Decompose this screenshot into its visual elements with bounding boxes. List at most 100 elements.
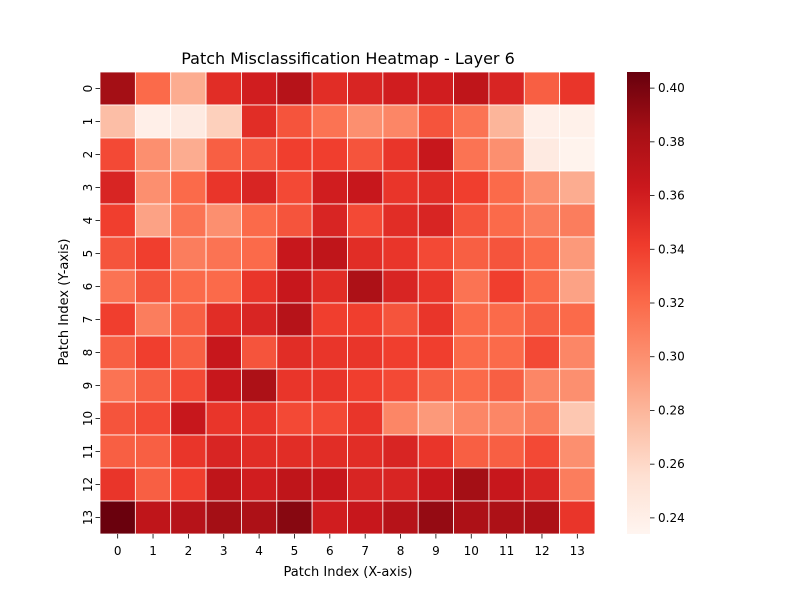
- y-tick-label: 7: [81, 316, 95, 324]
- heatmap-cell: [523, 104, 561, 139]
- heatmap-cell: [559, 236, 596, 271]
- heatmap-cell: [276, 302, 313, 337]
- heatmap-cell: [170, 434, 207, 469]
- heatmap-cell: [347, 302, 384, 337]
- heatmap-cell: [488, 467, 525, 502]
- heatmap-cell: [382, 434, 419, 469]
- heatmap-cell: [134, 467, 172, 502]
- y-tick-label: 11: [81, 444, 95, 459]
- colorbar-tick-label: 0.30: [658, 350, 685, 364]
- heatmap-cell: [311, 434, 348, 469]
- x-tick-label: 1: [149, 544, 157, 558]
- heatmap-cell: [170, 500, 207, 535]
- y-tick-label: 0: [81, 85, 95, 93]
- heatmap-cell: [488, 137, 525, 172]
- heatmap-cell: [488, 302, 525, 337]
- heatmap-cell: [134, 368, 172, 403]
- y-tick-label: 9: [81, 382, 95, 390]
- heatmap-cell: [311, 137, 348, 172]
- heatmap-cell: [99, 170, 136, 205]
- heatmap-cell: [417, 302, 454, 337]
- x-tick-label: 13: [570, 544, 585, 558]
- x-tick-label: 12: [534, 544, 549, 558]
- y-tick-label: 13: [81, 510, 95, 525]
- heatmap-cell: [311, 302, 348, 337]
- heatmap-cell: [523, 203, 561, 238]
- heatmap-cell: [276, 500, 313, 535]
- heatmap-cell: [134, 104, 172, 139]
- heatmap-cell: [205, 335, 242, 370]
- heatmap-cell: [99, 137, 136, 172]
- colorbar-ticks: 0.24 0.26 0.28 0.30 0.32 0.34 0.36 0.38 0.40: [650, 81, 685, 525]
- heatmap-cell: [523, 236, 561, 271]
- heatmap-cell: [488, 335, 525, 370]
- heatmap-cell: [99, 203, 136, 238]
- heatmap-cell: [241, 368, 278, 403]
- colorbar-tick-label: 0.24: [658, 511, 685, 525]
- heatmap-cell: [311, 170, 348, 205]
- heatmap-cell: [205, 269, 242, 304]
- heatmap-cell: [453, 170, 490, 205]
- heatmap-cell: [347, 500, 384, 535]
- heatmap-cell: [417, 401, 454, 436]
- heatmap-cell: [134, 71, 172, 106]
- heatmap-cell: [417, 104, 454, 139]
- heatmap-cell: [523, 269, 561, 304]
- heatmap-cell: [311, 335, 348, 370]
- y-tick-label: 10: [81, 411, 95, 426]
- y-tick-label: 3: [81, 184, 95, 192]
- heatmap-cell: [134, 236, 172, 271]
- heatmap-cell: [347, 236, 384, 271]
- heatmap-cell: [523, 170, 561, 205]
- heatmap-cell: [205, 170, 242, 205]
- heatmap-cell: [523, 71, 561, 106]
- heatmap-cell: [241, 500, 278, 535]
- heatmap-cell: [453, 434, 490, 469]
- heatmap-cell: [241, 236, 278, 271]
- heatmap-cell: [347, 467, 384, 502]
- heatmap-cell: [559, 335, 596, 370]
- heatmap-cell: [241, 467, 278, 502]
- heatmap-cell: [311, 401, 348, 436]
- heatmap-cell: [241, 203, 278, 238]
- x-tick-label: 9: [432, 544, 440, 558]
- heatmap-cell: [382, 368, 419, 403]
- heatmap-cell: [523, 500, 561, 535]
- heatmap-cell: [134, 434, 172, 469]
- colorbar-tick-label: 0.32: [658, 296, 685, 310]
- x-tick-label: 5: [291, 544, 299, 558]
- heatmap-cell: [205, 302, 242, 337]
- heatmap-cell: [382, 500, 419, 535]
- heatmap-cell: [205, 368, 242, 403]
- heatmap-cell: [453, 401, 490, 436]
- heatmap-cell: [241, 401, 278, 436]
- heatmap-cell: [382, 302, 419, 337]
- y-tick-label: 2: [81, 151, 95, 159]
- heatmap-cell: [559, 302, 596, 337]
- heatmap-cell: [205, 401, 242, 436]
- heatmap-cell: [276, 269, 313, 304]
- heatmap-cell: [99, 335, 136, 370]
- heatmap-cell: [241, 335, 278, 370]
- x-tick-label: 2: [185, 544, 193, 558]
- heatmap-cell: [170, 104, 207, 139]
- heatmap-cell: [170, 302, 207, 337]
- y-tick-label: 6: [81, 283, 95, 291]
- heatmap-cell: [205, 500, 242, 535]
- heatmap-cell: [382, 170, 419, 205]
- heatmap-cell: [276, 104, 313, 139]
- heatmap-cell: [347, 401, 384, 436]
- x-tick-label: 3: [220, 544, 228, 558]
- heatmap-cell: [99, 269, 136, 304]
- y-tick-label: 4: [81, 217, 95, 225]
- y-tick-label: 8: [81, 349, 95, 357]
- heatmap-cell: [488, 434, 525, 469]
- heatmap-cell: [488, 71, 525, 106]
- colorbar: [627, 72, 650, 534]
- heatmap-cell: [559, 203, 596, 238]
- heatmap-cell: [382, 104, 419, 139]
- heatmap-cell: [453, 104, 490, 139]
- heatmap-cell: [523, 368, 561, 403]
